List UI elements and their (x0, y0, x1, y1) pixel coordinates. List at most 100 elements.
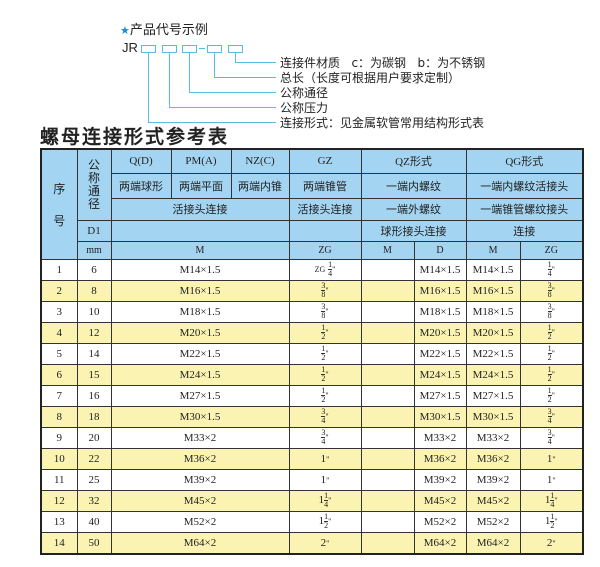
inch-mark: " (551, 370, 555, 380)
zg-den: 2 (547, 374, 552, 383)
cell-qg-m: M16×1.5 (465, 279, 521, 302)
label-connection: 连接形式：见金属软管常用结构形式表 (280, 116, 485, 130)
header-dn-char: 径 (87, 196, 100, 211)
cell-seq: 14 (40, 531, 78, 554)
zg-num: 1 (547, 344, 552, 354)
zg-num: 1 (547, 386, 552, 396)
inch-mark: " (551, 328, 555, 338)
inch-mark: " (552, 475, 556, 485)
header-type: Q(D) (110, 148, 172, 174)
cell-dn: 16 (76, 384, 112, 407)
cell-zg: 3 4 " (288, 405, 362, 428)
leader-line (214, 53, 215, 77)
cell-qg-m: M33×2 (465, 426, 521, 449)
leader-line (189, 92, 276, 93)
zg-num: 1 (321, 386, 326, 396)
zg-den: 4 (547, 437, 552, 446)
zg-den: 2 (321, 374, 326, 383)
cell-qz-d: M20×1.5 (413, 321, 467, 344)
zg-num: 1 (324, 491, 329, 501)
zg-num: 1 (547, 323, 552, 333)
cell-qg-zg: 1 4 " (519, 258, 584, 281)
cell-seq: 3 (40, 300, 78, 323)
cell-dn: 50 (76, 531, 112, 554)
inch-mark: " (325, 370, 329, 380)
inch-mark: " (551, 265, 555, 275)
header-desc: 一端内螺纹活接头 (465, 172, 584, 199)
header-type: QZ形式 (360, 148, 467, 174)
table-row: 4 12 M20×1.5 1 2 " M20×1.5 M20×1.5 1 2 " (40, 321, 584, 344)
zg-whole: 1 (546, 452, 553, 465)
cell-zg: ZG 1 4 " (288, 258, 362, 281)
header-desc: 两端内锥 (230, 172, 290, 199)
leader-line (148, 122, 276, 123)
zg-den: 4 (328, 269, 333, 278)
cell-seq: 11 (40, 468, 78, 491)
cell-zg: 1 1 4 " (288, 489, 362, 512)
cell-qz-m (360, 321, 415, 344)
header-desc: 活接头连接 (110, 197, 290, 221)
cell-qz-d: M14×1.5 (413, 258, 467, 281)
zg-den: 4 (321, 416, 326, 425)
cell-qg-m: M39×2 (465, 468, 521, 491)
cell-qg-m: M45×2 (465, 489, 521, 512)
header-col: M (360, 240, 415, 260)
cell-qg-m: M22×1.5 (465, 342, 521, 365)
cell-dn: 20 (76, 426, 112, 449)
inch-mark: " (554, 496, 558, 506)
table-row: 8 18 M30×1.5 3 4 " M30×1.5 M30×1.5 3 4 " (40, 405, 584, 428)
leader-line (214, 77, 276, 78)
cell-qz-m (360, 342, 415, 365)
inch-mark: " (551, 307, 555, 317)
header-desc: 一端内螺纹 (360, 172, 467, 199)
leader-line (169, 107, 276, 108)
header-dn-char: 公 (87, 157, 100, 172)
zg-num: 1 (547, 260, 552, 270)
code-dash (199, 48, 205, 49)
cell-dn: 14 (76, 342, 112, 365)
zg-den: 4 (324, 500, 329, 509)
cell-zg: 1 2 " (288, 384, 362, 407)
header-dn: 公称通径 (76, 148, 112, 221)
header-seq: 序 号 (40, 148, 78, 260)
zg-num: 3 (547, 302, 552, 312)
zg-whole: 2 (320, 536, 327, 549)
cell-m: M36×2 (110, 447, 290, 470)
cell-seq: 7 (40, 384, 78, 407)
cell-qg-zg: 3 4 " (519, 405, 584, 428)
header-empty (110, 219, 290, 242)
cell-seq: 4 (40, 321, 78, 344)
cell-m: M39×2 (110, 468, 290, 491)
zg-whole: 1 (544, 494, 551, 507)
zg-den: 2 (547, 332, 552, 341)
cell-qg-m: M27×1.5 (465, 384, 521, 407)
zg-num: 3 (321, 428, 326, 438)
cell-qg-zg: 1" (519, 468, 584, 491)
zg-den: 2 (321, 332, 326, 341)
code-prefix: JR (122, 40, 138, 55)
cell-zg: 2" (288, 531, 362, 554)
zg-den: 2 (324, 521, 329, 530)
zg-den: 8 (547, 290, 552, 299)
cell-m: M64×2 (110, 531, 290, 554)
zg-den: 2 (547, 395, 552, 404)
header-dn-char: 称 (87, 170, 100, 185)
cell-qz-m (360, 531, 415, 554)
cell-dn: 8 (76, 279, 112, 302)
zg-den: 2 (321, 353, 326, 362)
cell-qz-d: M52×2 (413, 510, 467, 533)
inch-mark: " (332, 265, 336, 275)
inch-mark: " (552, 454, 556, 464)
cell-zg: 3 8 " (288, 300, 362, 323)
cell-dn: 32 (76, 489, 112, 512)
